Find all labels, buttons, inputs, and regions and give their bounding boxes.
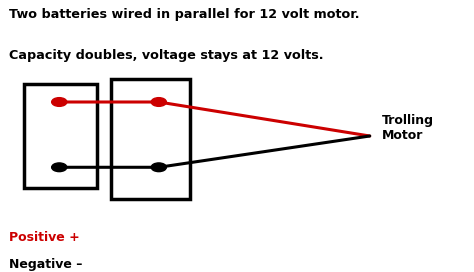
Text: Trolling
Motor: Trolling Motor [382,114,434,142]
Bar [111,79,190,199]
Circle shape [151,163,166,172]
Circle shape [52,98,67,106]
Text: Positive +: Positive + [9,231,80,244]
Circle shape [52,163,67,172]
Bar [24,84,97,188]
Circle shape [151,98,166,106]
Text: Negative –: Negative – [9,258,83,271]
Text: Capacity doubles, voltage stays at 12 volts.: Capacity doubles, voltage stays at 12 vo… [9,49,324,62]
Text: Two batteries wired in parallel for 12 volt motor.: Two batteries wired in parallel for 12 v… [9,8,360,21]
